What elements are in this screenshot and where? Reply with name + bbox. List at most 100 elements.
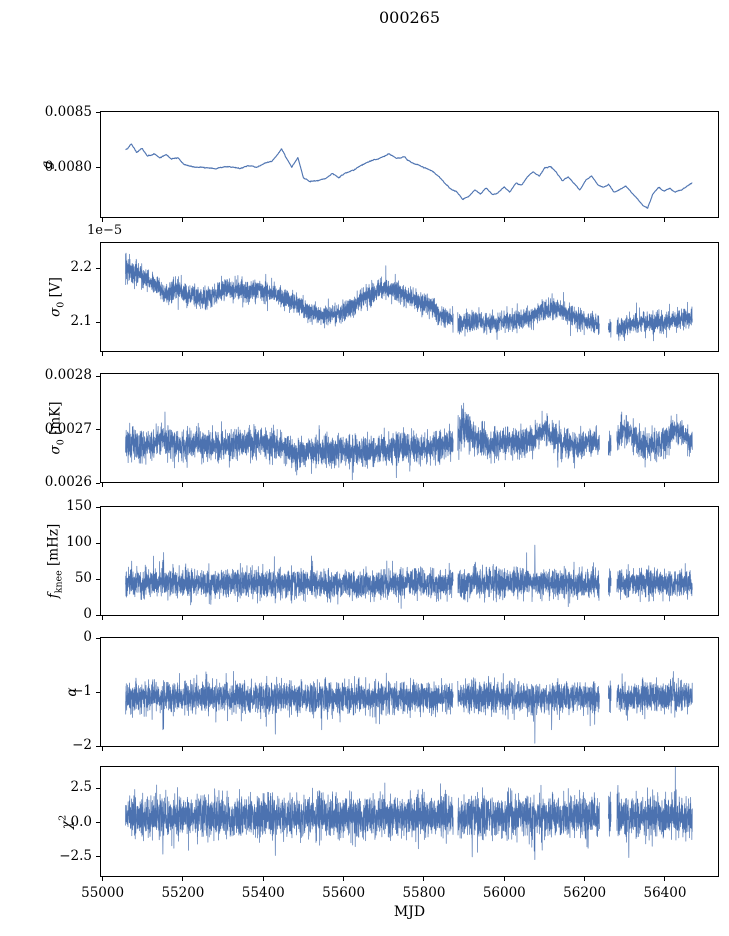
x-tickmark — [503, 877, 505, 881]
y-tick-label: 150 — [66, 498, 92, 514]
x-tick-label: 55000 — [81, 885, 125, 901]
y-tick-label: −2.5 — [59, 847, 92, 864]
y-axis-label-g: g — [39, 160, 55, 169]
x-tickmark — [102, 747, 104, 751]
y-axis-label-sigma0-mk: σ0 [mK] — [47, 401, 67, 455]
x-tickmark — [423, 877, 425, 881]
x-tickmark — [102, 352, 104, 356]
series-line-g — [101, 112, 718, 217]
x-tickmark — [664, 483, 666, 487]
x-tickmark — [664, 877, 666, 881]
y-tickmark — [96, 856, 100, 858]
y-axis-label-symbol: g — [39, 160, 55, 169]
y-tick-label: 50 — [74, 570, 92, 586]
y-tickmark — [96, 691, 100, 693]
series-line-chi2 — [101, 767, 718, 876]
y-axis-label-chi2: χ2 — [57, 814, 75, 829]
x-tick-label: 55400 — [241, 885, 285, 901]
x-tickmark — [423, 747, 425, 751]
series-line-fknee — [101, 507, 718, 615]
y-tickmark — [96, 321, 100, 323]
y-tickmark — [96, 375, 100, 377]
x-tickmark — [182, 877, 184, 881]
x-tickmark — [182, 218, 184, 222]
x-tickmark — [102, 483, 104, 487]
y-tickmark — [96, 578, 100, 580]
y-tickmark — [96, 267, 100, 269]
x-tick-label: 55600 — [322, 885, 366, 901]
x-tick-label: 56000 — [482, 885, 526, 901]
y-tick-label: 2.5 — [70, 779, 92, 796]
x-tickmark — [423, 352, 425, 356]
x-tick-label: 55200 — [161, 885, 205, 901]
y-tick-label: 0.0080 — [44, 158, 92, 175]
x-tickmark — [664, 218, 666, 222]
x-tickmark — [503, 747, 505, 751]
x-tickmark — [262, 352, 264, 356]
x-tickmark — [102, 218, 104, 222]
x-tickmark — [584, 483, 586, 487]
y-tickmark — [96, 745, 100, 747]
subplot-alpha — [100, 637, 719, 747]
x-tickmark — [343, 352, 345, 356]
subplot-chi2 — [100, 766, 719, 877]
y-tick-label: 2.2 — [70, 259, 92, 276]
x-tickmark — [503, 483, 505, 487]
series-line-alpha — [101, 638, 718, 746]
x-tickmark — [343, 747, 345, 751]
y-axis-label-alpha: α — [64, 687, 80, 696]
y-tick-label: 0 — [83, 629, 92, 645]
x-tickmark — [262, 483, 264, 487]
subplot-fknee — [100, 506, 719, 616]
y-axis-label-sigma0-v: σ0 [V] — [47, 277, 67, 317]
x-tickmark — [182, 747, 184, 751]
series-line-sigma0-mk — [101, 374, 718, 482]
x-tickmark — [343, 616, 345, 620]
chart-title: 000265 — [378, 8, 441, 27]
y-tickmark — [96, 482, 100, 484]
y-tickmark — [96, 614, 100, 616]
x-tick-label: 56400 — [643, 885, 687, 901]
x-tickmark — [503, 352, 505, 356]
x-tickmark — [664, 352, 666, 356]
x-tickmark — [584, 616, 586, 620]
x-tickmark — [584, 352, 586, 356]
y-axis-label-symbol: σ — [47, 307, 64, 317]
x-tickmark — [343, 218, 345, 222]
y-tick-label: 0.0026 — [44, 474, 92, 491]
x-tickmark — [343, 877, 345, 881]
x-tickmark — [182, 483, 184, 487]
x-tickmark — [262, 218, 264, 222]
y-tick-label: 2.1 — [70, 313, 92, 330]
y-tickmark — [96, 542, 100, 544]
y-tickmark — [96, 637, 100, 639]
y-axis-label-symbol: σ — [47, 445, 64, 455]
y-tick-label: 0.0027 — [44, 420, 92, 437]
x-tickmark — [503, 616, 505, 620]
y-tick-label: 100 — [66, 534, 92, 550]
y-tick-label: 0.0028 — [44, 367, 92, 384]
x-tickmark — [664, 616, 666, 620]
y-tickmark — [96, 112, 100, 114]
x-tickmark — [262, 747, 264, 751]
y-tickmark — [96, 506, 100, 508]
x-tickmark — [423, 218, 425, 222]
y-tick-label: 0.0085 — [44, 103, 92, 120]
x-tickmark — [102, 616, 104, 620]
x-tickmark — [584, 218, 586, 222]
subplot-g — [100, 111, 719, 218]
y-tickmark — [96, 167, 100, 169]
x-tick-label: 56200 — [563, 885, 607, 901]
x-tickmark — [584, 747, 586, 751]
x-tickmark — [503, 218, 505, 222]
y-axis-label-symbol: α — [64, 687, 80, 697]
subplot-sigma0-mk — [100, 373, 719, 483]
x-tickmark — [584, 877, 586, 881]
x-tick-label: 55800 — [402, 885, 446, 901]
y-axis-label-fknee: fknee [mHz] — [45, 523, 65, 599]
y-tick-label: −2 — [72, 737, 92, 753]
x-tickmark — [262, 616, 264, 620]
y-axis-label-symbol: f — [45, 593, 62, 599]
series-line-sigma0-v — [101, 243, 718, 351]
